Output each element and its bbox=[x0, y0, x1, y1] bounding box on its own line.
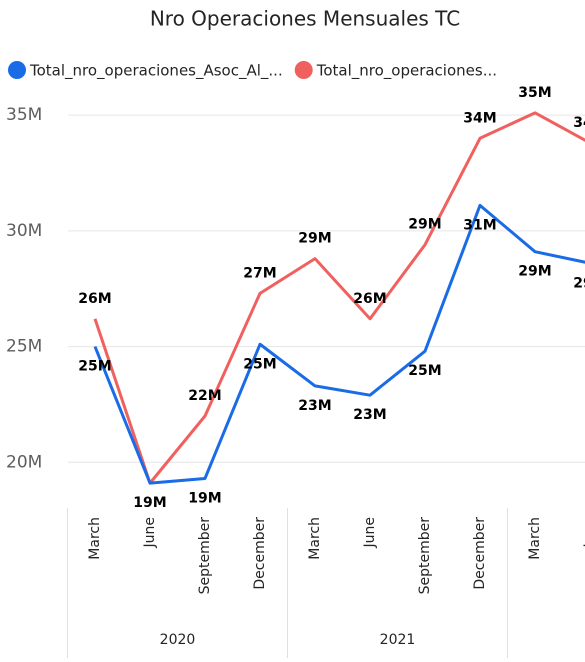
data-label: 27M bbox=[243, 265, 276, 281]
data-label: 29M bbox=[408, 217, 441, 233]
series-line bbox=[93, 111, 585, 485]
data-label: 22M bbox=[188, 388, 221, 404]
data-label: 25M bbox=[78, 359, 111, 375]
x-tick-label: June bbox=[582, 517, 585, 549]
x-tick-label: June bbox=[362, 517, 378, 549]
data-label: 23M bbox=[298, 398, 331, 414]
y-tick-label: 20M bbox=[6, 452, 42, 472]
data-label: 19M bbox=[133, 495, 166, 511]
data-label: 26M bbox=[78, 291, 111, 307]
x-tick-label: December bbox=[252, 517, 268, 590]
x-tick-label: September bbox=[417, 517, 433, 595]
series-line bbox=[93, 203, 585, 485]
chart-title: Nro Operaciones Mensuales TC bbox=[150, 7, 460, 31]
data-label: 29M bbox=[573, 275, 585, 291]
y-tick-label: 35M bbox=[6, 105, 42, 125]
year-label: 2021 bbox=[380, 632, 416, 648]
data-label: 29M bbox=[298, 231, 331, 247]
data-label: 26M bbox=[353, 291, 386, 307]
data-label: 34M bbox=[463, 110, 496, 126]
data-label: 29M bbox=[518, 264, 551, 280]
x-tick-label: March bbox=[87, 517, 103, 560]
y-tick-label: 25M bbox=[6, 337, 42, 357]
x-tick-label: March bbox=[527, 517, 543, 560]
data-label: 34M bbox=[573, 115, 585, 131]
x-tick-label: December bbox=[472, 517, 488, 590]
legend-label: Total_nro_operaciones_Asoc_Al_... bbox=[29, 62, 283, 81]
data-label: 25M bbox=[408, 363, 441, 379]
x-tick-label: June bbox=[142, 517, 158, 549]
legend-marker bbox=[294, 61, 313, 79]
data-label: 31M bbox=[463, 217, 496, 233]
x-tick-label: March bbox=[307, 517, 323, 560]
data-label: 19M bbox=[188, 490, 221, 506]
x-tick-label: September bbox=[197, 517, 213, 595]
legend-label: Total_nro_operaciones... bbox=[316, 62, 497, 81]
data-label: 25M bbox=[243, 356, 276, 372]
data-label: 23M bbox=[353, 407, 386, 423]
year-label: 2020 bbox=[160, 632, 196, 648]
data-label: 35M bbox=[518, 85, 551, 101]
y-tick-label: 30M bbox=[6, 221, 42, 241]
legend-marker bbox=[8, 61, 26, 79]
